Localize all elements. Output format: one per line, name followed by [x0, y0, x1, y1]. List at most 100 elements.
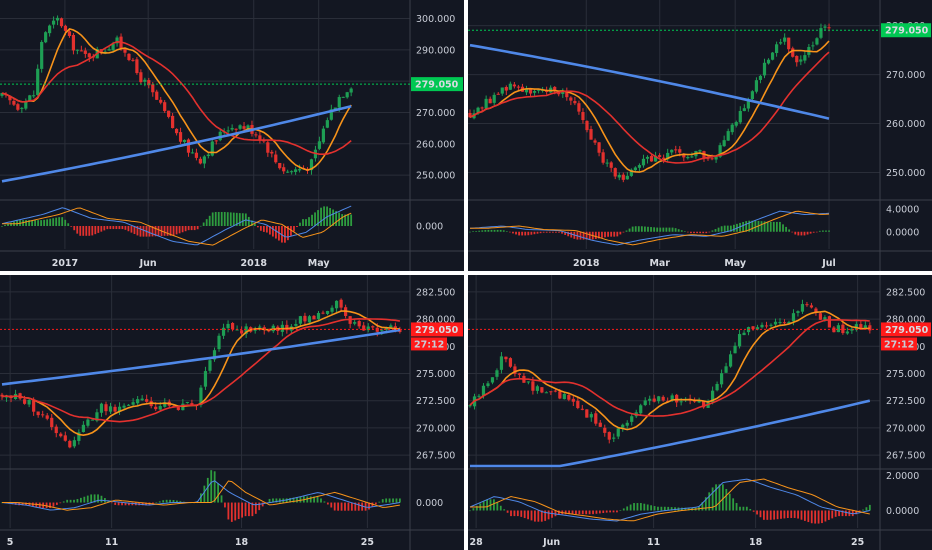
candle-body — [500, 87, 504, 94]
macd-hist-bar — [106, 226, 109, 230]
macd-hist-bar — [127, 226, 130, 232]
price-tick-label: 250.000 — [886, 168, 925, 179]
macd-hist-bar — [256, 226, 259, 228]
chart-panel-bottom-left[interactable]: 282.500280.000277.500275.000272.500270.0… — [0, 275, 464, 550]
macd-hist-bar — [629, 504, 632, 511]
macd-hist-bar — [544, 510, 547, 521]
candle-body — [625, 175, 629, 180]
candle-body — [827, 27, 831, 29]
candle-body — [27, 399, 31, 405]
macd-hist-bar — [809, 231, 812, 234]
macd-hist-bar — [305, 219, 307, 226]
macd-hist-bar — [542, 231, 545, 233]
macd-hist-bar — [663, 506, 666, 511]
macd-hist-bar — [165, 499, 168, 503]
macd-hist-bar — [472, 508, 475, 511]
candle-body — [83, 50, 87, 54]
last-price-badge — [881, 322, 931, 337]
macd-hist-bar — [745, 506, 748, 511]
candle-body — [535, 386, 539, 391]
macd-hist-bar — [742, 506, 745, 511]
candle-body — [738, 110, 742, 123]
macd-hist-bar — [597, 231, 600, 239]
macd-tick-label: 0.0000 — [886, 227, 919, 238]
macd-hist-bar — [499, 505, 502, 511]
macd-hist-bar — [124, 226, 127, 230]
macd-hist-bar — [86, 495, 89, 503]
macd-hist-bar — [93, 494, 96, 503]
macd-hist-bar — [825, 230, 827, 232]
macd-hist-bar — [350, 502, 353, 511]
macd-hist-bar — [735, 503, 738, 511]
candle-body — [661, 396, 665, 401]
candle-body — [496, 93, 500, 95]
price-tick-label: 260.000 — [416, 139, 455, 150]
chart-panel-bottom-right[interactable]: 282.500280.000277.500275.000272.500270.0… — [468, 275, 932, 550]
macd-hist-bar — [354, 502, 357, 511]
candle-body — [309, 159, 314, 171]
candle-body — [617, 174, 621, 178]
time-tick-label: 11 — [105, 537, 118, 548]
time-tick-label: 25 — [361, 537, 374, 548]
macd-hist-bar — [128, 502, 130, 506]
time-tick-label: 25 — [851, 537, 864, 548]
candle-body — [597, 142, 601, 153]
macd-hist-bar — [217, 211, 220, 226]
macd-hist-bar — [814, 510, 817, 524]
macd-hist-bar — [530, 231, 533, 235]
macd-hist-bar — [258, 502, 261, 511]
candle-body — [321, 128, 325, 143]
candle-body — [710, 390, 715, 403]
candle-body — [41, 414, 45, 416]
macd-hist-bar — [633, 503, 635, 511]
candle-body — [774, 44, 779, 54]
candle-body — [528, 89, 533, 94]
candle-body — [317, 141, 322, 149]
candle-body — [163, 402, 167, 407]
price-tick-label: 250.000 — [416, 171, 455, 182]
candle-body — [282, 167, 286, 172]
macd-hist-bar — [609, 510, 612, 513]
candle-body — [298, 316, 303, 324]
candle-body — [212, 350, 217, 360]
chart-panel-top-left[interactable]: 300.000290.000280.000270.000260.000250.0… — [0, 0, 464, 271]
candle-body — [697, 400, 701, 403]
macd-hist-bar — [139, 226, 142, 237]
last-price-badge — [411, 77, 463, 92]
candle-body — [16, 104, 20, 110]
macd-hist-bar — [821, 510, 823, 524]
candle-body — [657, 396, 661, 402]
candle-body — [666, 152, 670, 160]
candle-body — [605, 162, 609, 164]
macd-hist-bar — [1, 226, 3, 227]
macd-hist-bar — [241, 502, 243, 518]
candle-body — [726, 131, 730, 141]
macd-hist-bar — [508, 231, 511, 233]
macd-hist-bar — [622, 231, 625, 233]
macd-hist-bar — [88, 226, 91, 236]
macd-hist-bar — [762, 510, 765, 520]
candle-body — [87, 53, 91, 58]
chart-panel-top-right[interactable]: 280.000270.000260.000250.0004.00000.0000… — [468, 0, 932, 271]
candle-body — [194, 152, 199, 158]
macd-hist-bar — [640, 226, 643, 232]
macd-hist-bar — [804, 510, 806, 521]
candle-body — [285, 324, 289, 331]
macd-hist-bar — [516, 510, 519, 517]
macd-hist-bar — [527, 510, 529, 520]
candle-body — [75, 49, 79, 51]
macd-hist-bar — [595, 510, 598, 514]
candle-body — [488, 98, 492, 104]
candle-body — [303, 315, 307, 322]
candle-body — [63, 435, 67, 441]
macd-hist-bar — [341, 214, 344, 226]
candle-body — [613, 168, 617, 177]
macd-hist-bar — [130, 226, 133, 233]
macd-hist-bar — [181, 226, 184, 233]
candle-body — [764, 325, 769, 327]
macd-hist-bar — [395, 498, 398, 503]
candle-body — [803, 55, 807, 61]
macd-hist-bar — [639, 503, 642, 511]
candle-body — [339, 299, 343, 308]
macd-hist-bar — [769, 510, 772, 520]
